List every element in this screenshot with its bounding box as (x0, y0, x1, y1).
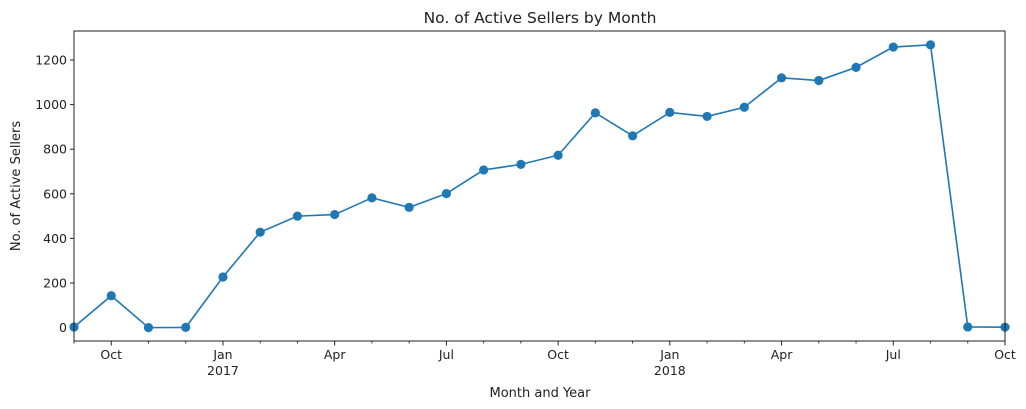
data-point (628, 131, 638, 141)
chart-title: No. of Active Sellers by Month (424, 9, 657, 27)
x-tick-year-label: 2017 (207, 363, 239, 378)
y-tick-label: 800 (43, 142, 67, 157)
data-point (851, 62, 861, 72)
data-point (925, 40, 936, 50)
x-tick-label: Apr (771, 347, 793, 362)
x-tick-label: Oct (994, 347, 1016, 362)
data-point (218, 272, 228, 282)
y-axis-label: No. of Active Sellers (9, 121, 24, 252)
data-point (553, 150, 563, 160)
x-tick-label: Jul (438, 347, 454, 362)
data-point (441, 188, 451, 199)
x-tick-year-label: 2018 (654, 363, 686, 378)
x-tick-label: Oct (100, 347, 122, 362)
data-point (516, 159, 526, 169)
data-point (479, 165, 489, 175)
data-point (404, 202, 414, 213)
y-tick-label: 400 (43, 231, 67, 246)
data-point (739, 102, 749, 112)
y-axis: 0 200 400 600 800 1000 1200 (35, 52, 74, 335)
x-tick-label: Jul (885, 347, 901, 362)
series-points (69, 40, 1010, 333)
y-tick-label: 1200 (35, 52, 67, 67)
data-point (590, 108, 600, 118)
x-tick-label: Apr (324, 347, 346, 362)
plot-area (74, 31, 1005, 341)
data-point (292, 211, 303, 221)
x-tick-label: Oct (547, 347, 569, 362)
data-point (181, 322, 191, 332)
data-point (330, 209, 340, 220)
x-tick-label: Jan (212, 347, 232, 362)
data-point (665, 107, 675, 118)
x-tick-label: Jan (659, 347, 679, 362)
data-point (367, 193, 377, 203)
x-axis-label: Month and Year (490, 386, 592, 401)
data-point (143, 323, 154, 333)
y-tick-label: 200 (43, 276, 67, 291)
y-tick-label: 0 (59, 320, 67, 335)
series-line (73, 43, 1006, 329)
data-point (776, 73, 787, 83)
data-point (255, 227, 265, 237)
data-point (106, 291, 116, 301)
y-tick-label: 1000 (35, 97, 67, 112)
plot-frame (73, 30, 1006, 342)
data-point (702, 111, 712, 122)
data-point (888, 42, 898, 52)
data-point (814, 75, 824, 86)
data-point (963, 322, 973, 332)
y-tick-label: 600 (43, 186, 67, 201)
